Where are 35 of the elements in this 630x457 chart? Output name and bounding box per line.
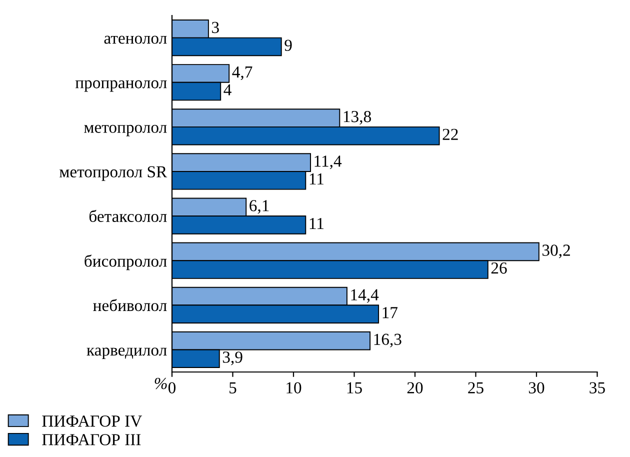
data-label: 11 [310,218,324,229]
y-tick-label: небиволол [93,299,167,312]
data-label: 11 [310,173,324,184]
y-tick-label: метопролол SR [60,166,168,181]
data-label: 13,8 [344,110,371,125]
data-label: 30,2 [542,244,570,258]
x-tick-label: 20 [407,382,423,394]
legend-label: ПИФАГОР III [42,434,141,446]
data-label: 9 [284,40,292,51]
data-label: 3,9 [222,352,242,366]
y-tick-label: бетаксолол [89,210,167,222]
x-axis-title: % [154,378,167,390]
data-label: 4 [224,84,232,96]
data-label: 17 [382,307,398,318]
data-label: 11,4 [314,156,342,170]
x-tick-label: 10 [286,382,302,394]
y-tick-label: атенолол [104,36,167,44]
legend-label: ПИФАГОР IV [42,416,142,427]
y-tick-label: метопролол [84,124,167,136]
data-label: 4,7 [232,66,252,80]
data-label: 22 [442,128,458,140]
x-tick-label: 0 [168,382,176,394]
y-tick-label: бисопролол [84,254,167,270]
data-label: 3 [212,22,219,34]
y-tick-label: пропранолол [75,80,167,92]
x-tick-label: 25 [468,382,484,394]
x-tick-label: 35 [590,382,605,394]
data-label: 16,3 [374,334,402,348]
data-label: 14,4 [351,289,379,303]
x-tick-label: 15 [347,382,362,394]
y-tick-label: карведилол [86,348,167,360]
data-label: 26 [491,262,507,274]
data-label: 6,1 [250,200,269,214]
x-tick-label: 30 [528,382,544,394]
x-tick-label: 5 [230,382,236,394]
